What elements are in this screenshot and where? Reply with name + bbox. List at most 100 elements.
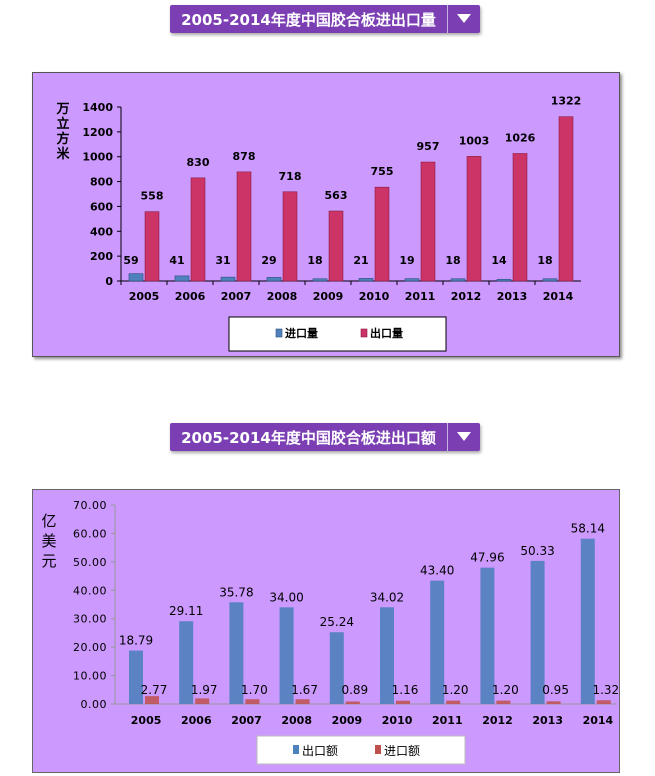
x-tick-label: 2011 bbox=[405, 290, 436, 303]
chart1-volume: 万立方米 0 200 400 600 800 1000 1200 1400 59 558 2005 41… bbox=[32, 72, 620, 357]
data-label-export-value: 34.02 bbox=[370, 590, 404, 604]
chart2-title: 2005-2014年度中国胶合板进出口额 bbox=[181, 428, 436, 447]
data-label-export: 558 bbox=[141, 190, 164, 203]
x-tick-label: 2007 bbox=[231, 714, 262, 727]
y-tick-label: 20.00 bbox=[73, 641, 107, 654]
data-label-import: 21 bbox=[353, 254, 368, 267]
y-axis-label-char: 立 bbox=[56, 116, 69, 132]
legend-swatch-import bbox=[275, 328, 283, 338]
bar-export-value-2012 bbox=[480, 567, 495, 704]
bar-import-2011 bbox=[404, 278, 420, 282]
legend-swatch-export bbox=[360, 328, 368, 338]
x-tick-label: 2014 bbox=[583, 714, 614, 727]
data-label-import-value: 1.97 bbox=[191, 683, 218, 697]
y-tick-label: 50.00 bbox=[73, 556, 107, 569]
data-label-import: 14 bbox=[491, 254, 507, 267]
y-axis-label-char: 方 bbox=[56, 131, 69, 147]
data-label-export-value: 47.96 bbox=[470, 551, 504, 565]
data-label-import-value: 0.95 bbox=[542, 683, 569, 697]
data-label-import-value: 1.20 bbox=[492, 683, 519, 697]
data-label-export: 755 bbox=[371, 165, 394, 178]
data-label-export: 878 bbox=[233, 150, 256, 163]
data-label-export-value: 29.11 bbox=[169, 604, 203, 618]
bar-export-2014 bbox=[558, 116, 574, 282]
data-label-import: 29 bbox=[261, 254, 276, 267]
bar-export-2013 bbox=[512, 153, 528, 282]
x-tick-label: 2006 bbox=[181, 714, 212, 727]
y-tick-label: 200 bbox=[90, 250, 113, 263]
data-label-import: 18 bbox=[307, 254, 322, 267]
y-tick-label: 800 bbox=[90, 176, 113, 189]
bar-export-2009 bbox=[328, 210, 344, 282]
x-tick-label: 2014 bbox=[543, 290, 574, 303]
y-tick-label: 1000 bbox=[82, 151, 113, 164]
bar-import-value-2013 bbox=[546, 701, 561, 704]
legend-box bbox=[228, 316, 447, 352]
chart2-title-bar[interactable]: 2005-2014年度中国胶合板进出口额 bbox=[170, 423, 480, 451]
y-axis-label-char: 美 bbox=[41, 532, 56, 550]
data-label-export: 1026 bbox=[505, 131, 536, 144]
data-label-import: 18 bbox=[537, 254, 552, 267]
data-label-export: 1322 bbox=[551, 95, 582, 108]
y-axis-label-char: 元 bbox=[41, 552, 56, 570]
chart2-svg: 亿美元 0.00 10.00 20.00 30.00 40.00 50.00 60.00 70.… bbox=[41, 499, 619, 765]
x-tick-label: 2008 bbox=[267, 290, 298, 303]
data-label-import: 18 bbox=[445, 254, 460, 267]
legend-label-import: 进口量 bbox=[285, 326, 318, 340]
bar-import-2012 bbox=[450, 278, 466, 282]
x-tick-label: 2013 bbox=[497, 290, 528, 303]
data-label-export-value: 34.00 bbox=[269, 590, 303, 604]
x-tick-label: 2010 bbox=[382, 714, 413, 727]
data-label-import: 19 bbox=[399, 254, 414, 267]
bar-export-value-2006 bbox=[179, 621, 194, 704]
bar-export-value-2007 bbox=[229, 602, 244, 704]
data-label-import-value: 0.89 bbox=[341, 683, 368, 697]
data-label-export-value: 25.24 bbox=[320, 615, 354, 629]
chart1-title: 2005-2014年度中国胶合板进出口量 bbox=[181, 10, 436, 29]
bar-import-value-2014 bbox=[596, 700, 611, 704]
data-label-import-value: 1.67 bbox=[291, 683, 318, 697]
bar-import-value-2011 bbox=[446, 700, 461, 704]
data-label-export: 830 bbox=[187, 156, 210, 169]
x-tick-label: 2009 bbox=[332, 714, 363, 727]
bar-export-value-2013 bbox=[530, 560, 545, 704]
bar-import-value-2010 bbox=[396, 700, 410, 704]
bar-export-2012 bbox=[466, 156, 482, 282]
data-label-export-value: 35.78 bbox=[219, 585, 253, 599]
bar-export-value-2009 bbox=[329, 632, 344, 704]
data-label-export-value: 18.79 bbox=[119, 634, 153, 648]
y-tick-label: 0.00 bbox=[81, 698, 108, 711]
y-tick-label: 600 bbox=[90, 200, 113, 213]
legend-swatch-export-value bbox=[293, 745, 299, 754]
x-tick-label: 2008 bbox=[281, 714, 312, 727]
x-tick-label: 2010 bbox=[359, 290, 390, 303]
y-axis-label-char: 万 bbox=[55, 102, 69, 117]
triangle-down-icon[interactable] bbox=[447, 423, 480, 451]
triangle-down-icon[interactable] bbox=[447, 5, 480, 33]
data-label-export-value: 50.33 bbox=[520, 544, 554, 558]
bar-export-2008 bbox=[282, 191, 298, 282]
bar-import-2008 bbox=[266, 277, 282, 282]
x-tick-label: 2012 bbox=[451, 290, 482, 303]
x-tick-label: 2006 bbox=[175, 290, 206, 303]
data-label-import: 31 bbox=[215, 254, 230, 267]
x-tick-label: 2005 bbox=[129, 290, 160, 303]
legend-label-import-value: 进口额 bbox=[384, 744, 420, 758]
data-label-import-value: 1.20 bbox=[442, 683, 469, 697]
data-label-export: 718 bbox=[279, 170, 302, 183]
data-label-import: 41 bbox=[169, 254, 184, 267]
x-tick-label: 2005 bbox=[131, 714, 162, 727]
y-tick-label: 60.00 bbox=[73, 527, 107, 540]
chart1-title-bar[interactable]: 2005-2014年度中国胶合板进出口量 bbox=[170, 5, 480, 33]
data-label-export: 563 bbox=[325, 189, 348, 202]
bar-import-value-2006 bbox=[195, 698, 210, 704]
x-tick-label: 2011 bbox=[432, 714, 463, 727]
y-tick-label: 0 bbox=[105, 275, 113, 288]
bar-export-2006 bbox=[190, 177, 206, 282]
legend-label-export-value: 出口额 bbox=[302, 744, 338, 758]
y-tick-label: 10.00 bbox=[73, 670, 107, 683]
data-label-export-value: 43.40 bbox=[420, 564, 454, 578]
data-label-import-value: 2.77 bbox=[141, 683, 168, 697]
y-tick-label: 400 bbox=[90, 225, 113, 238]
